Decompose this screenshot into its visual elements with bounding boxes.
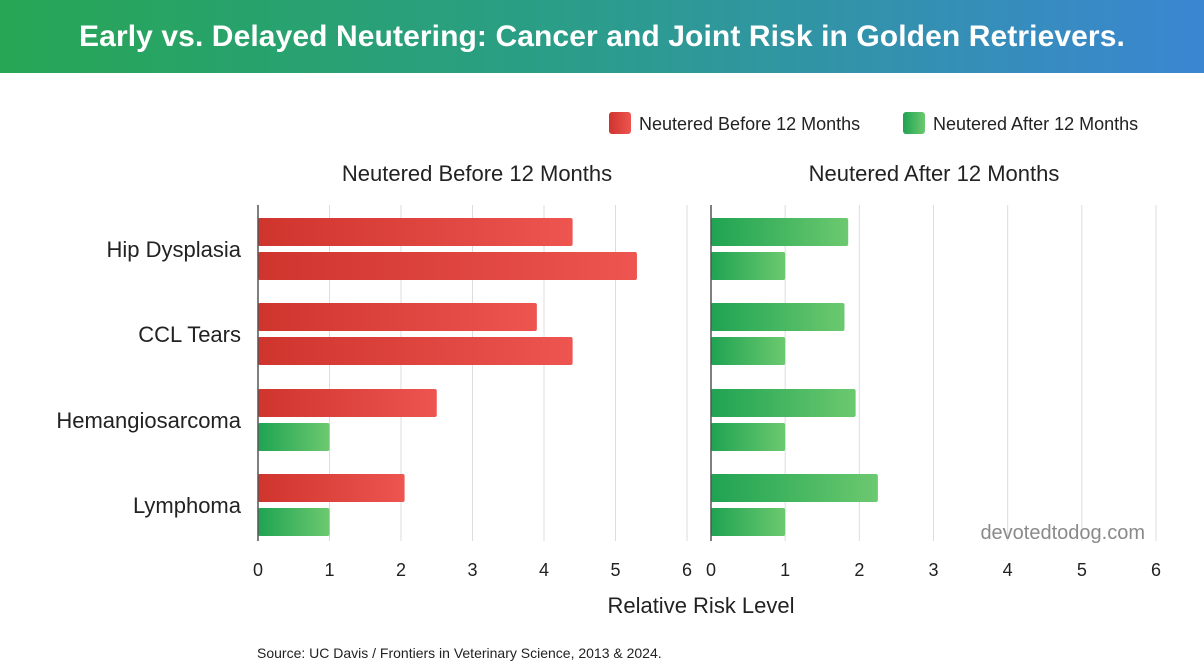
bar-hemangiosarcoma-top xyxy=(711,389,856,417)
bar-ccl-tears-bottom xyxy=(258,337,573,365)
bar-ccl-tears-top xyxy=(258,303,537,331)
bar-hemangiosarcoma-bottom xyxy=(711,423,786,451)
x-tick-label: 0 xyxy=(253,560,263,580)
legend-label-before: Neutered Before 12 Months xyxy=(639,114,860,134)
x-tick-label: 2 xyxy=(396,560,406,580)
bar-lymphoma-bottom xyxy=(258,508,330,536)
x-tick-label: 4 xyxy=(1003,560,1013,580)
bar-lymphoma-top xyxy=(711,474,878,502)
legend-swatch-before xyxy=(609,112,631,134)
x-tick-label: 5 xyxy=(610,560,620,580)
bar-ccl-tears-top xyxy=(711,303,845,331)
panel-title-before: Neutered Before 12 Months xyxy=(342,161,612,186)
x-tick-label: 0 xyxy=(706,560,716,580)
source-note: Source: UC Davis / Frontiers in Veterina… xyxy=(257,645,662,661)
header-banner: Early vs. Delayed Neutering: Cancer and … xyxy=(0,0,1204,73)
bar-hip-dysplasia-top xyxy=(711,218,849,246)
x-axis-label: Relative Risk Level xyxy=(607,593,794,618)
watermark: devotedtodog.com xyxy=(980,522,1145,544)
x-tick-label: 2 xyxy=(854,560,864,580)
x-tick-label: 5 xyxy=(1077,560,1087,580)
panel-after: 0 1 2 3 4 5 6 xyxy=(706,205,1161,580)
bar-hip-dysplasia-top xyxy=(258,218,573,246)
bar-hemangiosarcoma-top xyxy=(258,389,437,417)
category-label-hip-dysplasia: Hip Dysplasia xyxy=(107,237,242,262)
bar-hemangiosarcoma-bottom xyxy=(258,423,330,451)
legend-label-after: Neutered After 12 Months xyxy=(933,114,1138,134)
x-tick-label: 1 xyxy=(324,560,334,580)
bar-ccl-tears-bottom xyxy=(711,337,786,365)
category-label-hemangiosarcoma: Hemangiosarcoma xyxy=(56,408,241,433)
bar-lymphoma-bottom xyxy=(711,508,786,536)
bar-hip-dysplasia-bottom xyxy=(258,252,637,280)
category-labels: Hip Dysplasia CCL Tears Hemangiosarcoma Lym… xyxy=(56,237,241,518)
legend: Neutered Before 12 Months Neutered After… xyxy=(609,112,1138,134)
chart-canvas: Neutered Before 12 Months Neutered After… xyxy=(56,112,1161,618)
bar-hip-dysplasia-bottom xyxy=(711,252,786,280)
x-tick-label: 4 xyxy=(539,560,549,580)
x-tick-label: 3 xyxy=(928,560,938,580)
bar-lymphoma-top xyxy=(258,474,405,502)
x-tick-label: 1 xyxy=(780,560,790,580)
panel-before: 0 1 2 3 4 5 6 xyxy=(253,205,692,580)
panel-title-after: Neutered After 12 Months xyxy=(809,161,1060,186)
legend-swatch-after xyxy=(903,112,925,134)
chart-title: Early vs. Delayed Neutering: Cancer and … xyxy=(79,19,1125,53)
x-tick-label: 6 xyxy=(1151,560,1161,580)
category-label-ccl-tears: CCL Tears xyxy=(138,322,241,347)
x-tick-label: 3 xyxy=(467,560,477,580)
x-tick-label: 6 xyxy=(682,560,692,580)
category-label-lymphoma: Lymphoma xyxy=(133,493,242,518)
